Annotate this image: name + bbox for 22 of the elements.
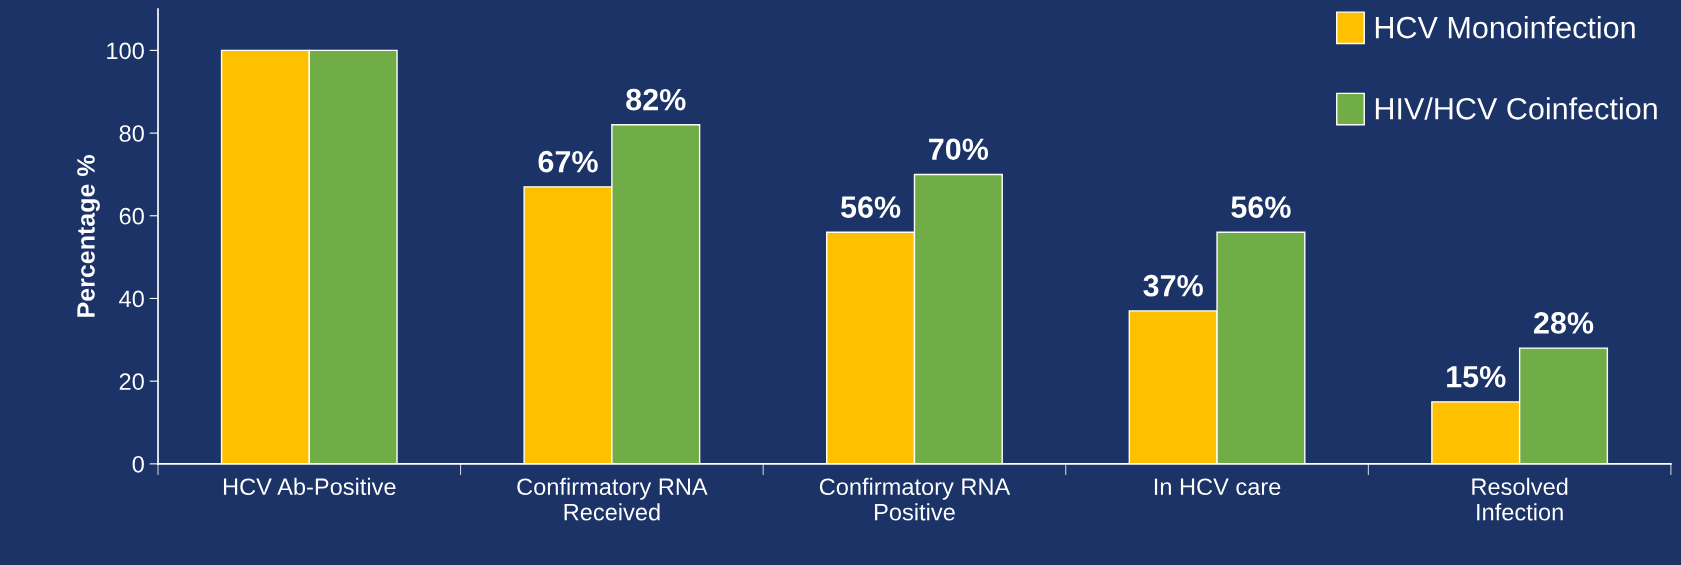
legend-label: HIV/HCV Coinfection (1375, 97, 1657, 120)
data-label: 37% (1143, 274, 1203, 297)
data-label: 70% (929, 138, 989, 161)
data-label: 56% (1231, 196, 1291, 218)
x-tick-label: Confirmatory RNA Received (517, 477, 708, 521)
data-label: 15% (1447, 365, 1506, 388)
y-tick-label: 60 (119, 207, 144, 225)
y-tick-label: 0 (132, 455, 144, 473)
legend-label: HCV Monoinfection (1375, 15, 1635, 39)
y-tick-label: 20 (119, 373, 144, 390)
y-tick-label: 100 (107, 42, 144, 60)
y-tick-label: 40 (119, 290, 144, 308)
x-tick-label: Resolved Infection (1472, 477, 1568, 521)
y-axis-title: Percentage % (77, 155, 100, 317)
data-label: 82% (626, 88, 686, 111)
y-tick-label: 80 (119, 125, 144, 142)
x-tick-label: Confirmatory RNA Positive (819, 477, 1011, 521)
x-tick-label: HCV Ab-Positive (223, 477, 396, 496)
data-label: 28% (1533, 312, 1594, 334)
data-label: 67% (538, 150, 598, 173)
data-label: 56% (840, 196, 901, 218)
x-tick-label: In HCV care (1154, 478, 1281, 496)
